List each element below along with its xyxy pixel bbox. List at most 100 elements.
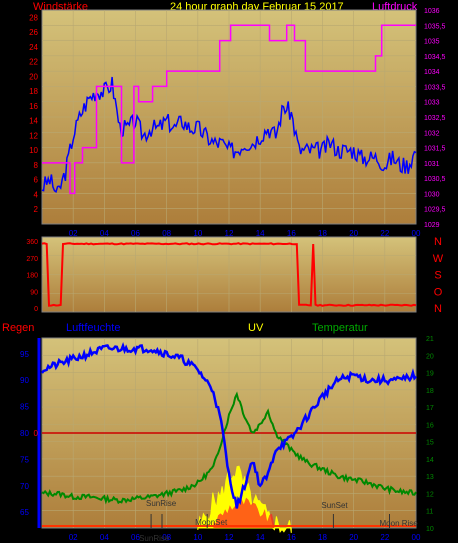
wind-x-tick: 18 [318, 229, 327, 238]
compass-label: N [434, 236, 442, 248]
direction-line [41, 242, 417, 307]
pressure-line [42, 24, 416, 195]
temperature-y-tick: 15 [426, 440, 434, 447]
wind-y-tick: 22 [29, 58, 38, 67]
compass-label: O [434, 286, 443, 298]
climate-x-tick: 02 [69, 533, 78, 542]
wind-y-tick: 20 [29, 72, 38, 81]
temperature-y-tick: 12 [426, 491, 434, 498]
wind-y-tick: 26 [29, 28, 38, 37]
temperature-y-tick: 10 [426, 526, 434, 533]
humidity-y-tick: 90 [20, 376, 29, 385]
wind-y-tick: 4 [34, 190, 39, 199]
event-label: SunRise [146, 499, 177, 508]
event-label: SunSet [321, 501, 348, 510]
wind-y-tick: 18 [29, 87, 38, 96]
wind-x-tick: 08 [162, 229, 171, 238]
direction-y-tick: 270 [26, 256, 38, 263]
wind-y-tick: 10 [29, 146, 38, 155]
wind-x-tick: 14 [256, 229, 265, 238]
pressure-y-tick: 1034 [424, 69, 440, 76]
temperature-y-tick: 19 [426, 371, 434, 378]
temperature-y-tick: 16 [426, 422, 434, 429]
temperature-y-tick: 11 [426, 509, 433, 516]
event-label: SunRise [139, 534, 170, 543]
humidity-y-tick: 80 [20, 429, 29, 438]
climate-x-tick: 08 [162, 533, 171, 542]
pressure-y-tick: 1029 [424, 222, 440, 229]
temperature-line [41, 391, 417, 505]
pressure-y-tick: 1034,5 [424, 54, 446, 61]
wind-x-tick: 06 [131, 229, 140, 238]
climate-x-tick: 20 [349, 533, 358, 542]
pressure-y-tick: 1035,5 [424, 23, 446, 30]
wind-x-tick: 10 [193, 229, 202, 238]
temperature-y-tick: 14 [426, 457, 434, 464]
wind-x-tick: 16 [287, 229, 296, 238]
wind-y-tick: 16 [29, 102, 38, 111]
humidity-line [41, 342, 417, 509]
compass-label: N [434, 303, 442, 315]
pressure-y-tick: 1036 [424, 8, 440, 15]
pressure-y-tick: 1033 [424, 100, 440, 107]
pressure-y-tick: 1031 [424, 161, 440, 168]
pressure-y-tick: 1032 [424, 130, 440, 137]
wind-y-tick: 8 [34, 161, 39, 170]
pressure-y-tick: 1030,5 [424, 176, 446, 183]
wind-y-tick: 2 [34, 205, 39, 214]
wind-y-tick: 28 [29, 13, 38, 22]
rain-title: Regen [2, 322, 35, 334]
humidity-y-tick: 75 [20, 455, 29, 464]
compass-label: S [434, 270, 441, 282]
pressure-y-tick: 1033,5 [424, 84, 446, 91]
climate-x-tick: 18 [318, 533, 327, 542]
pressure-y-tick: 1031,5 [424, 146, 446, 153]
humidity-title: Luftfeuchte [66, 322, 121, 334]
direction-y-tick: 0 [34, 306, 38, 313]
wind-x-tick: 12 [225, 229, 234, 238]
temperature-y-tick: 21 [426, 336, 434, 343]
temperature-y-tick: 17 [426, 405, 434, 412]
compass-label: W [433, 253, 444, 265]
uv-peak-area [213, 497, 275, 528]
wind-x-tick: 22 [380, 229, 389, 238]
temperature-y-tick: 13 [426, 474, 434, 481]
wind-x-tick: 02 [69, 229, 78, 238]
rain-zero-label: 0 [34, 429, 39, 438]
temperature-y-tick: 20 [426, 353, 434, 360]
uv-title: UV [248, 322, 264, 334]
wind-x-tick: 04 [100, 229, 109, 238]
wind-y-tick: 14 [29, 117, 38, 126]
climate-x-tick: 14 [256, 533, 265, 542]
pressure-y-tick: 1035 [424, 39, 440, 46]
climate-x-tick: 16 [287, 533, 296, 542]
wind-x-tick: 20 [349, 229, 358, 238]
temperature-title: Temperatur [312, 322, 368, 334]
temperature-y-tick: 18 [426, 388, 434, 395]
direction-y-tick: 360 [26, 239, 38, 246]
direction-y-tick: 90 [30, 289, 38, 296]
climate-x-tick: 04 [100, 533, 109, 542]
humidity-y-tick: 85 [20, 403, 29, 412]
climate-x-tick: 22 [380, 533, 389, 542]
direction-y-tick: 180 [26, 273, 38, 280]
humidity-y-tick: 70 [20, 482, 29, 491]
climate-x-tick: 12 [225, 533, 234, 542]
pressure-y-tick: 1030 [424, 191, 440, 198]
pressure-y-tick: 1029,5 [424, 207, 446, 214]
event-label: MoonSet [195, 518, 228, 527]
wind-avg-line [41, 76, 417, 193]
wind-y-tick: 24 [29, 43, 38, 52]
wind-y-tick: 6 [34, 176, 39, 185]
pressure-y-tick: 1032,5 [424, 115, 446, 122]
humidity-y-tick: 65 [20, 508, 29, 517]
climate-x-tick: 00 [412, 533, 421, 542]
wind-y-tick: 12 [29, 131, 38, 140]
event-label: Moon Rise [380, 519, 419, 528]
humidity-y-tick: 95 [20, 350, 29, 359]
climate-x-tick: 10 [193, 533, 202, 542]
wind-x-tick: 00 [412, 229, 421, 238]
climate-x-tick: 06 [131, 533, 140, 542]
